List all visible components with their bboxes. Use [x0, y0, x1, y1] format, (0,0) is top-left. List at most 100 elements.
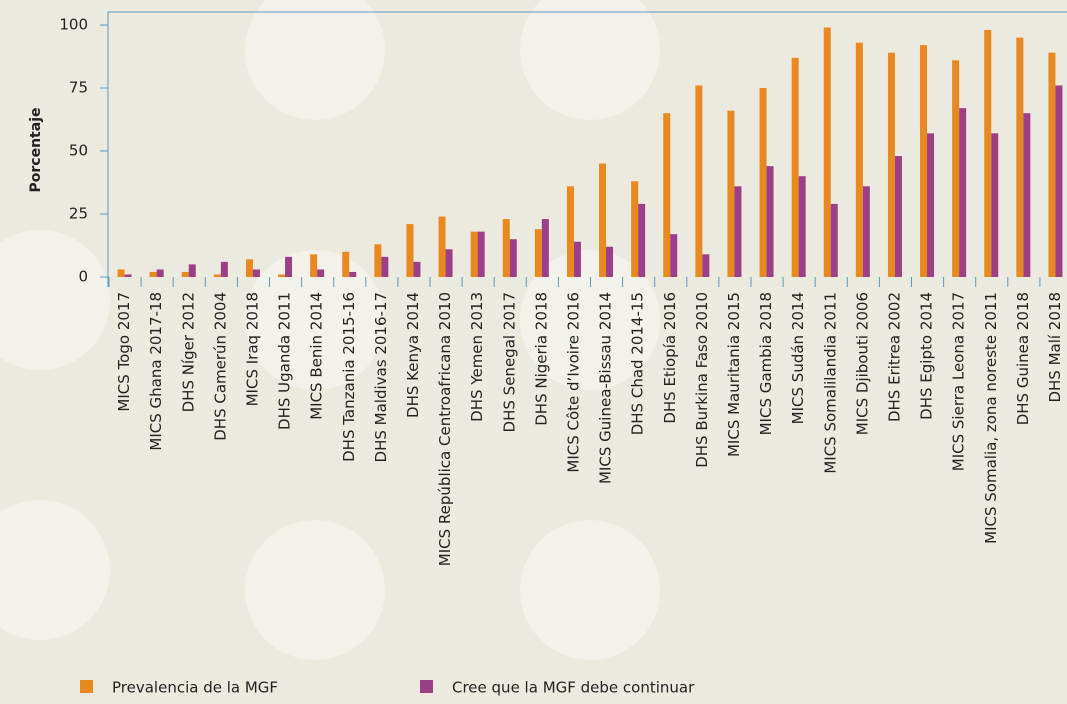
bar — [599, 163, 607, 277]
decor-circle — [0, 230, 110, 370]
y-tick-label: 75 — [69, 79, 88, 97]
x-tick-label: DHS Eritrea 2002 — [885, 292, 903, 422]
legend-swatch — [420, 680, 433, 693]
y-axis-label: Porcentaje — [28, 108, 44, 193]
x-tick-label: DHS Guinea 2018 — [1014, 292, 1032, 425]
x-tick-label: MICS República Centroafricana 2010 — [436, 292, 454, 566]
bar — [573, 241, 581, 277]
bar — [181, 271, 189, 277]
bar — [445, 249, 453, 277]
x-tick-label: MICS Djibouti 2006 — [853, 292, 871, 435]
bar — [509, 239, 517, 277]
bar — [1023, 113, 1031, 277]
bar — [349, 271, 357, 277]
x-tick-label: MICS Somalilandia 2011 — [821, 292, 839, 474]
x-tick-label: DHS Chad 2014-15 — [629, 292, 647, 435]
bar — [438, 216, 446, 277]
x-tick-label: DHS Níger 2012 — [179, 292, 197, 412]
bar — [477, 231, 485, 277]
bar — [124, 274, 132, 277]
bar — [188, 264, 196, 277]
x-tick-label: MICS Mauritania 2015 — [725, 292, 743, 457]
bar — [927, 133, 935, 277]
x-tick-label: DHS Senegal 2017 — [500, 292, 518, 432]
y-tick-label: 100 — [59, 16, 88, 34]
x-tick-label: DHS Yemen 2013 — [468, 292, 486, 422]
bar — [310, 254, 318, 277]
bar — [1016, 37, 1024, 277]
bar — [413, 261, 421, 277]
bar — [830, 203, 838, 277]
x-tick-label: MICS Sierra Leona 2017 — [950, 292, 968, 471]
bar — [220, 261, 228, 277]
decor-circle — [0, 500, 110, 640]
x-tick-label: MICS Sudán 2014 — [789, 292, 807, 424]
bar — [317, 269, 325, 277]
bar — [887, 52, 895, 277]
plot-frame — [107, 11, 1067, 287]
y-tick-label: 25 — [69, 205, 88, 223]
background-circles — [0, 0, 660, 660]
bar — [278, 274, 286, 277]
x-tick-label: MICS Benin 2014 — [308, 292, 326, 420]
legend-swatch — [80, 680, 93, 693]
bar — [606, 246, 614, 277]
bar — [566, 186, 574, 277]
bar — [252, 269, 260, 277]
decor-circle — [245, 0, 385, 120]
bar — [959, 108, 967, 277]
x-tick-label: DHS Egipto 2014 — [918, 292, 936, 420]
bar — [406, 224, 414, 277]
decor-circle — [245, 250, 385, 390]
x-tick-label: DHS Camerún 2004 — [211, 292, 229, 441]
bar — [213, 274, 221, 277]
bar — [374, 244, 382, 277]
y-tick-label: 0 — [78, 268, 88, 286]
bar — [823, 27, 831, 277]
bar — [1048, 52, 1056, 277]
bar — [381, 256, 389, 277]
x-tick-label: DHS Etiopía 2016 — [661, 292, 679, 424]
x-tick-label: MICS Ghana 2017-18 — [147, 292, 165, 451]
bar — [759, 88, 767, 277]
x-tick-label: DHS Malí 2018 — [1046, 292, 1064, 403]
x-tick-label: MICS Côte d’Ivoire 2016 — [564, 292, 582, 473]
bar — [1055, 85, 1063, 277]
x-tick-label: MICS Somalia, zona noreste 2011 — [982, 292, 1000, 544]
bar — [798, 176, 806, 277]
decor-circle — [520, 0, 660, 120]
bar — [984, 30, 992, 278]
decor-circle — [520, 520, 660, 660]
bar — [149, 271, 157, 277]
x-tick-label: MICS Gambia 2018 — [757, 292, 775, 435]
bar — [862, 186, 870, 277]
y-tick-label: 50 — [69, 142, 88, 160]
bar — [502, 219, 510, 277]
x-tick-label: MICS Togo 2017 — [115, 292, 133, 412]
bar — [342, 251, 350, 277]
bar — [245, 259, 253, 277]
bar — [734, 186, 742, 277]
bar — [727, 110, 735, 278]
bar — [670, 234, 678, 277]
bar — [156, 269, 164, 277]
decor-circle — [245, 520, 385, 660]
bar — [991, 133, 999, 277]
bar — [695, 85, 703, 277]
bar — [894, 156, 902, 277]
bar — [663, 113, 671, 277]
x-tick-label: DHS Maldivas 2016-17 — [372, 292, 390, 462]
bar — [117, 269, 125, 277]
x-tick-label: DHS Burkina Faso 2010 — [693, 292, 711, 468]
bar — [534, 229, 542, 277]
bar — [285, 256, 293, 277]
x-tick-label: DHS Tanzania 2015-16 — [340, 292, 358, 462]
x-tick-label: MICS Iraq 2018 — [243, 292, 261, 406]
bar — [952, 60, 960, 277]
decor-circle — [520, 250, 660, 390]
bar — [470, 231, 478, 277]
bar — [791, 57, 799, 278]
bar — [766, 166, 774, 277]
bar — [631, 181, 639, 277]
